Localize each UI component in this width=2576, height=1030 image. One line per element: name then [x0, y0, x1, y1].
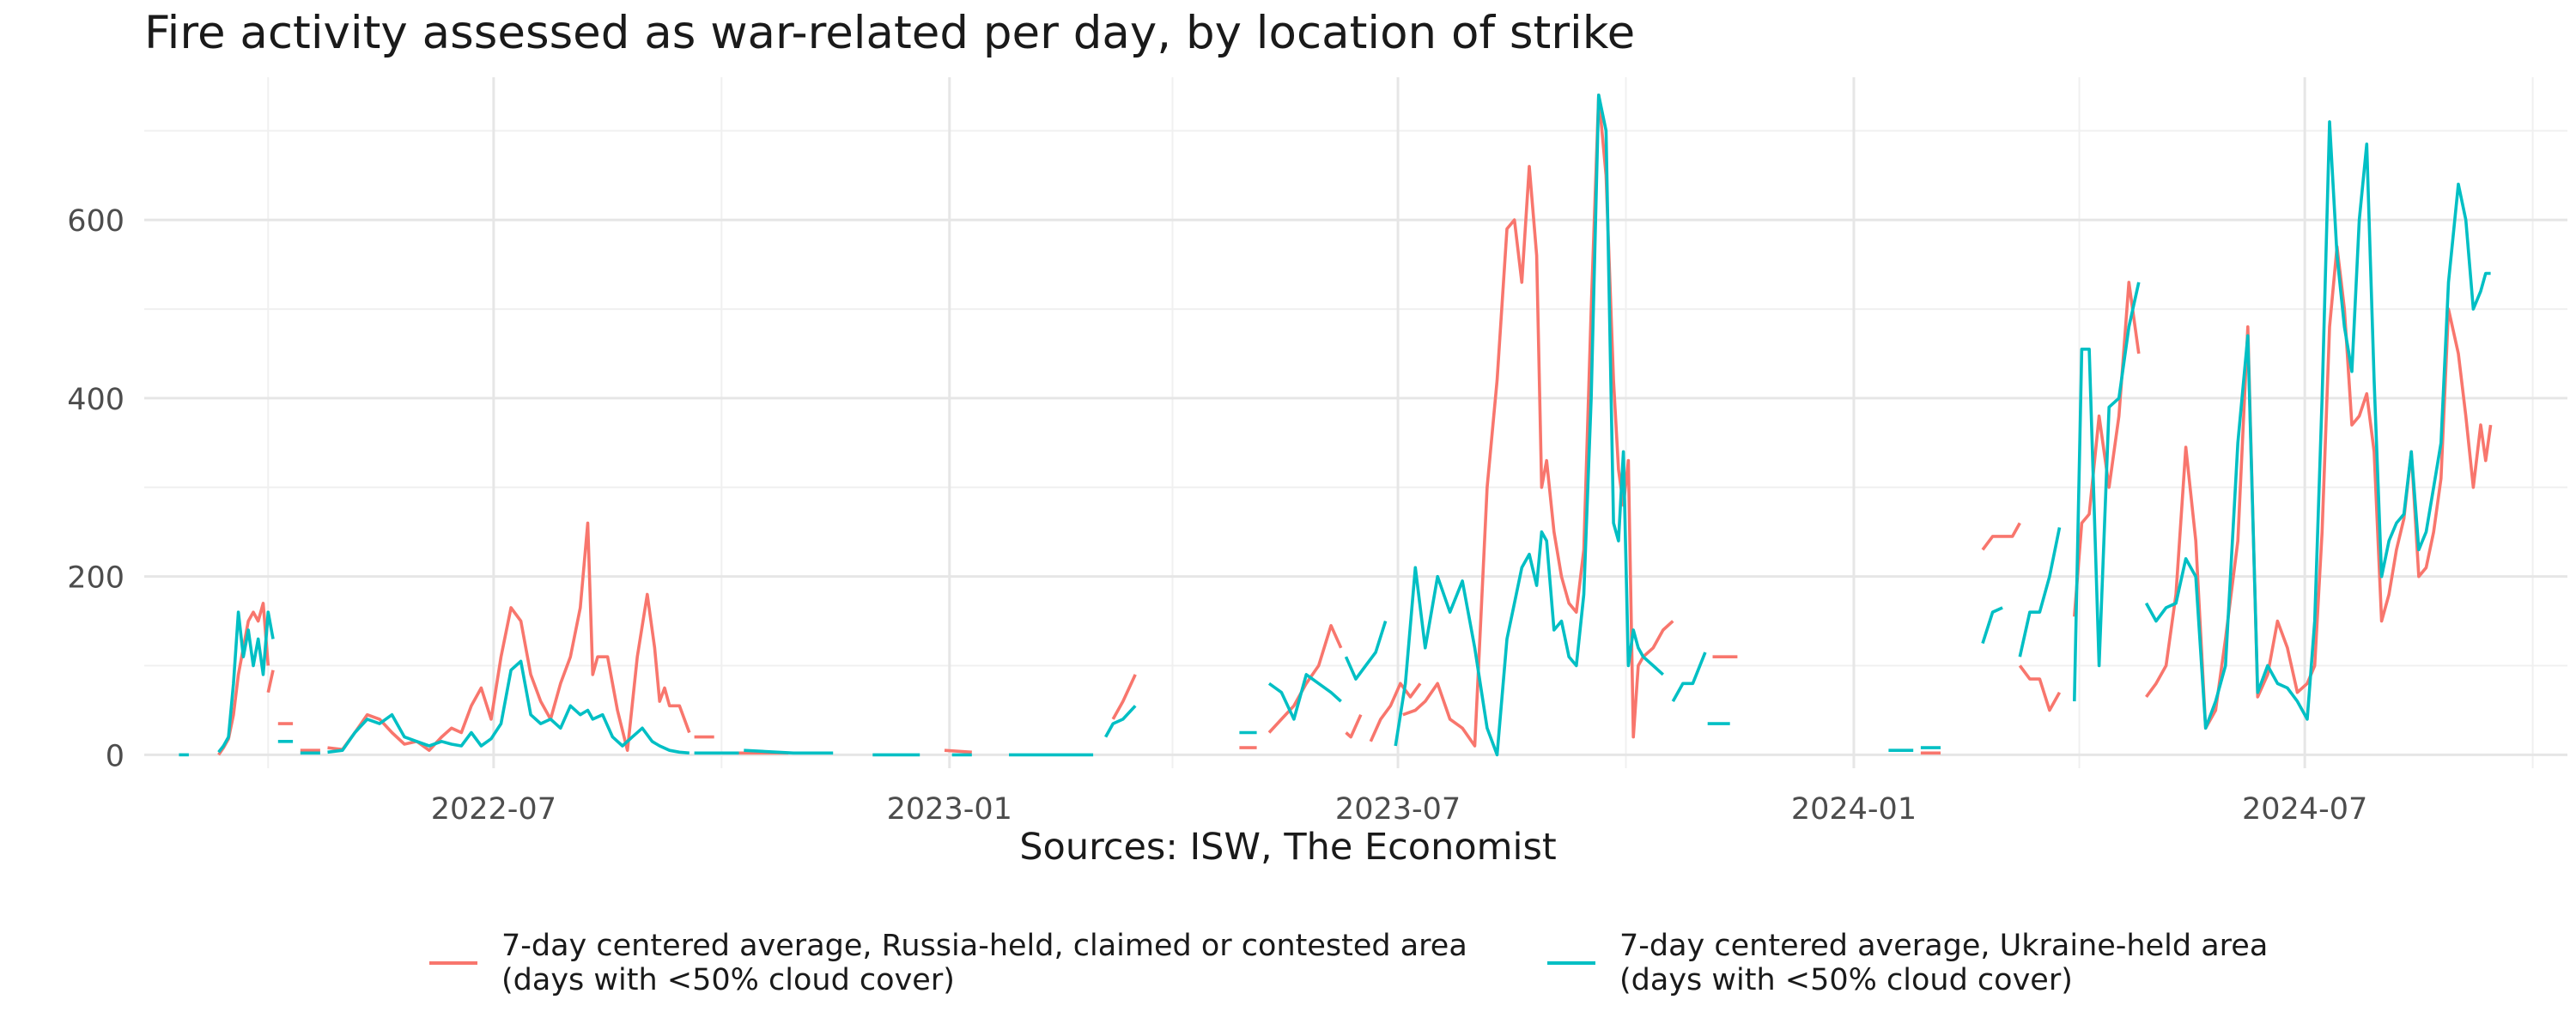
series-line-segment [1402, 94, 1674, 748]
x-tick-label: 2024-07 [2242, 792, 2367, 827]
series-line-segment [1111, 674, 1137, 720]
legend-item-ukraine: 7-day centered average, Ukraine-held are… [1547, 929, 2268, 997]
legend-label-russia: 7-day centered average, Russia-held, cla… [501, 929, 1467, 963]
series-line-segment [944, 748, 972, 754]
series-line-segment [266, 670, 275, 694]
series-line-segment [1267, 673, 1342, 721]
series-line-segment [2018, 527, 2062, 657]
series-line-segment [744, 748, 834, 755]
y-tick-label: 600 [67, 204, 125, 239]
y-tick-label: 0 [106, 739, 125, 773]
series-line-segment [2073, 281, 2141, 617]
x-tick-label: 2024-01 [1791, 792, 1917, 827]
series-line-segment [1369, 682, 1422, 742]
y-tick-label: 200 [67, 561, 125, 596]
series-line-segment [327, 659, 690, 755]
legend-label-russia-note: (days with <50% cloud cover) [501, 963, 955, 997]
legend-key-russia [429, 961, 477, 965]
series-line-segment [1267, 623, 1343, 734]
series-line-segment [1344, 621, 1388, 681]
series-line-segment [1104, 705, 1137, 738]
series-line-segment [2018, 664, 2062, 712]
series-line-segment [327, 521, 691, 753]
legend-key-ukraine [1547, 961, 1595, 965]
chart-caption: Sources: ISW, The Economist [1019, 826, 1557, 869]
legend-label-ukraine: 7-day centered average, Ukraine-held are… [1619, 929, 2269, 963]
series-line-segment [1345, 713, 1363, 739]
series-russia [217, 94, 2493, 756]
y-tick-label: 400 [67, 383, 125, 417]
series-ukraine [179, 94, 2491, 757]
series-line-segment [217, 610, 275, 754]
legend-label-ukraine-note: (days with <50% cloud cover) [1619, 963, 2073, 997]
x-tick-label: 2022-07 [431, 792, 556, 827]
series-line-segment [1394, 94, 1665, 757]
series-line-segment [2144, 120, 2491, 730]
series-line-segment [1671, 651, 1707, 702]
chart-title: Fire activity assessed as war-related pe… [144, 7, 1636, 59]
x-tick-label: 2023-07 [1335, 792, 1461, 827]
x-tick-label: 2023-01 [887, 792, 1012, 827]
series-line-segment [1981, 522, 2021, 551]
series-line-segment [1981, 606, 2003, 645]
series-line-segment [217, 601, 270, 756]
legend-item-russia: 7-day centered average, Russia-held, cla… [429, 929, 1467, 997]
series-line-segment [2073, 282, 2141, 702]
